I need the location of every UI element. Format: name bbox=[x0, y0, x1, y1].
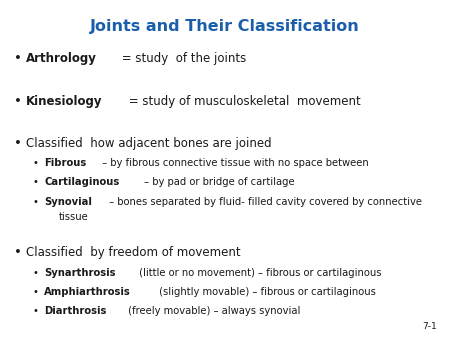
Text: Arthrology: Arthrology bbox=[26, 52, 97, 65]
Text: – bones separated by fluid- filled cavity covered by connective: – bones separated by fluid- filled cavit… bbox=[106, 197, 422, 207]
Text: = study of musculoskeletal  movement: = study of musculoskeletal movement bbox=[125, 95, 360, 107]
Text: •: • bbox=[14, 137, 22, 149]
Text: •: • bbox=[32, 158, 38, 168]
Text: •: • bbox=[14, 52, 22, 65]
Text: (slightly movable) – fibrous or cartilaginous: (slightly movable) – fibrous or cartilag… bbox=[156, 287, 376, 297]
Text: (little or no movement) – fibrous or cartilaginous: (little or no movement) – fibrous or car… bbox=[136, 268, 382, 278]
Text: tissue: tissue bbox=[58, 212, 88, 222]
Text: •: • bbox=[32, 306, 38, 316]
Text: Classified  by freedom of movement: Classified by freedom of movement bbox=[26, 246, 241, 259]
Text: = study  of the joints: = study of the joints bbox=[117, 52, 246, 65]
Text: Diarthrosis: Diarthrosis bbox=[44, 306, 107, 316]
Text: •: • bbox=[32, 268, 38, 278]
Text: Kinesiology: Kinesiology bbox=[26, 95, 103, 107]
Text: Fibrous: Fibrous bbox=[44, 158, 86, 168]
Text: •: • bbox=[32, 287, 38, 297]
Text: 7-1: 7-1 bbox=[422, 322, 436, 331]
Text: – by pad or bridge of cartilage: – by pad or bridge of cartilage bbox=[141, 177, 295, 188]
Text: – by fibrous connective tissue with no space between: – by fibrous connective tissue with no s… bbox=[99, 158, 369, 168]
Text: Classified  how adjacent bones are joined: Classified how adjacent bones are joined bbox=[26, 137, 272, 149]
Text: •: • bbox=[14, 246, 22, 259]
Text: Cartilaginous: Cartilaginous bbox=[44, 177, 119, 188]
Text: •: • bbox=[14, 95, 22, 107]
Text: •: • bbox=[32, 177, 38, 188]
Text: Synarthrosis: Synarthrosis bbox=[44, 268, 116, 278]
Text: Joints and Their Classification: Joints and Their Classification bbox=[90, 19, 360, 33]
Text: Synovial: Synovial bbox=[44, 197, 92, 207]
Text: •: • bbox=[32, 197, 38, 207]
Text: (freely movable) – always synovial: (freely movable) – always synovial bbox=[125, 306, 300, 316]
Text: Amphiarthrosis: Amphiarthrosis bbox=[44, 287, 131, 297]
